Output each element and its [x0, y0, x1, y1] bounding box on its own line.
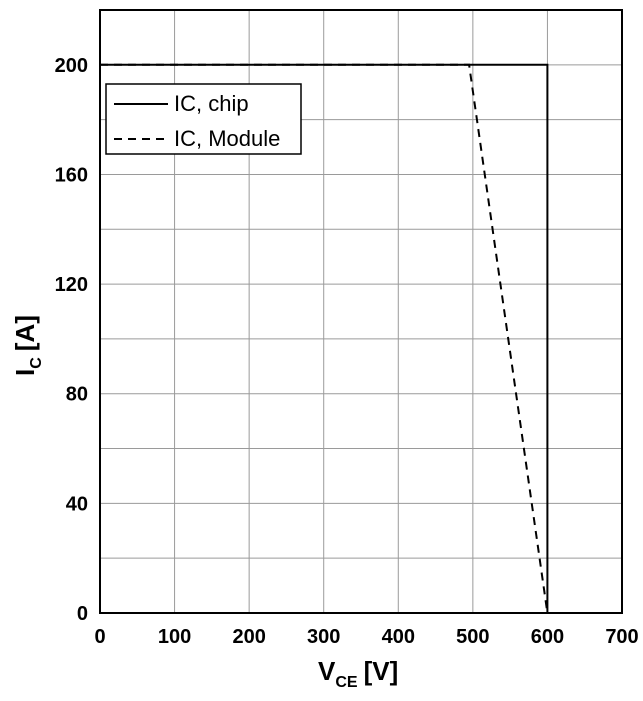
- series-lines: [100, 63, 549, 614]
- y-tick-label-5: 200: [55, 55, 88, 77]
- x-axis-title-sub: CE: [335, 674, 358, 691]
- legend-box: [105, 83, 302, 155]
- x-axis-title-main: V: [318, 656, 336, 686]
- y-tick-label-4: 160: [55, 164, 88, 186]
- plot-area-frame: [99, 9, 623, 614]
- y-axis-title-main: I: [10, 369, 40, 376]
- x-tick-label-1: 100: [158, 626, 191, 648]
- y-tick-label-2: 80: [66, 384, 88, 406]
- y-tick-label-1: 40: [66, 493, 88, 515]
- x-tick-label-5: 500: [456, 626, 489, 648]
- y-axis-title-unit: [A]: [10, 315, 40, 351]
- x-tick-label-0: 0: [94, 626, 105, 648]
- y-axis-title: IC [A]: [10, 315, 45, 376]
- x-tick-label-6: 600: [531, 626, 564, 648]
- x-tick-label-4: 400: [382, 626, 415, 648]
- y-axis-title-sub: C: [28, 357, 45, 369]
- y-tick-labels: 0 40 80 120 160 200: [55, 55, 88, 625]
- series-line-chip: [100, 63, 549, 613]
- x-axis-title: VCE [V]: [318, 656, 398, 691]
- x-axis-title-unit: [V]: [364, 656, 399, 686]
- y-tick-label-3: 120: [55, 274, 88, 296]
- series-line-module: [100, 63, 549, 614]
- legend-label-chip: IC, chip: [174, 91, 249, 116]
- legend-label-module: IC, Module: [174, 126, 280, 151]
- legend: IC, chip IC, Module: [105, 83, 302, 155]
- x-tick-label-2: 200: [232, 626, 265, 648]
- y-tick-label-0: 0: [77, 603, 88, 625]
- x-tick-label-3: 300: [307, 626, 340, 648]
- x-tick-labels: 0 100 200 300 400 500 600 700: [94, 626, 638, 648]
- x-tick-label-7: 700: [605, 626, 638, 648]
